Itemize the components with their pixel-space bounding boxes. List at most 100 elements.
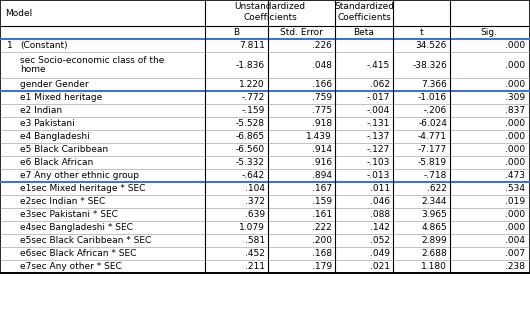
Text: 1.439: 1.439 — [306, 132, 332, 141]
Text: 3.965: 3.965 — [421, 210, 447, 219]
Text: Standardized
Coefficients: Standardized Coefficients — [334, 2, 394, 22]
Text: .200: .200 — [312, 236, 332, 245]
Text: -1.836: -1.836 — [236, 60, 265, 70]
Text: -1.016: -1.016 — [418, 93, 447, 102]
Text: Unstandardized
Coefficients: Unstandardized Coefficients — [234, 2, 306, 22]
Text: e6sec Black African * SEC: e6sec Black African * SEC — [20, 249, 136, 258]
Text: -4.771: -4.771 — [418, 132, 447, 141]
Text: .052: .052 — [370, 236, 390, 245]
Text: Model: Model — [5, 9, 32, 18]
Text: e7 Any other ethnic group: e7 Any other ethnic group — [20, 171, 139, 180]
Text: .000: .000 — [505, 80, 525, 89]
Text: gender Gender: gender Gender — [20, 80, 89, 89]
Text: 2.688: 2.688 — [421, 249, 447, 258]
Text: .179: .179 — [312, 262, 332, 271]
Text: 2.344: 2.344 — [421, 197, 447, 206]
Text: .000: .000 — [505, 158, 525, 167]
Text: e2 Indian: e2 Indian — [20, 106, 62, 115]
Text: .167: .167 — [312, 184, 332, 193]
Text: 2.899: 2.899 — [421, 236, 447, 245]
Text: e1sec Mixed heritage * SEC: e1sec Mixed heritage * SEC — [20, 184, 145, 193]
Text: 7.811: 7.811 — [239, 41, 265, 50]
Text: Beta: Beta — [354, 28, 374, 37]
Text: 1: 1 — [7, 41, 13, 50]
Text: .142: .142 — [370, 223, 390, 232]
Text: e5sec Black Caribbean * SEC: e5sec Black Caribbean * SEC — [20, 236, 151, 245]
Text: .238: .238 — [505, 262, 525, 271]
Text: .759: .759 — [312, 93, 332, 102]
Text: .222: .222 — [312, 223, 332, 232]
Text: 7.366: 7.366 — [421, 80, 447, 89]
Text: e3 Pakistani: e3 Pakistani — [20, 119, 75, 128]
Text: 1.220: 1.220 — [240, 80, 265, 89]
Text: -.103: -.103 — [367, 158, 390, 167]
Text: .000: .000 — [505, 132, 525, 141]
Text: .046: .046 — [370, 197, 390, 206]
Text: .372: .372 — [245, 197, 265, 206]
Text: .452: .452 — [245, 249, 265, 258]
Text: .168: .168 — [312, 249, 332, 258]
Text: .049: .049 — [370, 249, 390, 258]
Text: e2sec Indian * SEC: e2sec Indian * SEC — [20, 197, 105, 206]
Text: .581: .581 — [245, 236, 265, 245]
Text: .166: .166 — [312, 80, 332, 89]
Text: 34.526: 34.526 — [416, 41, 447, 50]
Text: .000: .000 — [505, 223, 525, 232]
Text: -.127: -.127 — [367, 145, 390, 154]
Text: 1.079: 1.079 — [239, 223, 265, 232]
Text: .161: .161 — [312, 210, 332, 219]
Text: .622: .622 — [427, 184, 447, 193]
Text: .019: .019 — [505, 197, 525, 206]
Text: .000: .000 — [505, 145, 525, 154]
Text: .000: .000 — [505, 41, 525, 50]
Text: .837: .837 — [505, 106, 525, 115]
Text: -.772: -.772 — [242, 93, 265, 102]
Text: .916: .916 — [312, 158, 332, 167]
Text: .088: .088 — [370, 210, 390, 219]
Text: e4 Bangladeshi: e4 Bangladeshi — [20, 132, 90, 141]
Text: e5 Black Caribbean: e5 Black Caribbean — [20, 145, 108, 154]
Text: sec Socio-economic class of the: sec Socio-economic class of the — [20, 56, 164, 65]
Text: -.206: -.206 — [424, 106, 447, 115]
Text: Std. Error: Std. Error — [280, 28, 323, 37]
Text: -38.326: -38.326 — [412, 60, 447, 70]
Text: -.137: -.137 — [367, 132, 390, 141]
Text: -7.177: -7.177 — [418, 145, 447, 154]
Text: e6 Black African: e6 Black African — [20, 158, 93, 167]
Text: .062: .062 — [370, 80, 390, 89]
Text: .011: .011 — [370, 184, 390, 193]
Text: .048: .048 — [312, 60, 332, 70]
Text: .000: .000 — [505, 210, 525, 219]
Text: -5.332: -5.332 — [236, 158, 265, 167]
Text: .000: .000 — [505, 60, 525, 70]
Text: .021: .021 — [370, 262, 390, 271]
Text: .639: .639 — [245, 210, 265, 219]
Text: -.004: -.004 — [367, 106, 390, 115]
Text: -.131: -.131 — [367, 119, 390, 128]
Text: -6.865: -6.865 — [236, 132, 265, 141]
Text: -.013: -.013 — [367, 171, 390, 180]
Text: -.642: -.642 — [242, 171, 265, 180]
Text: home: home — [20, 65, 46, 74]
Text: .007: .007 — [505, 249, 525, 258]
Text: .159: .159 — [312, 197, 332, 206]
Text: .000: .000 — [505, 119, 525, 128]
Text: .309: .309 — [505, 93, 525, 102]
Text: e3sec Pakistani * SEC: e3sec Pakistani * SEC — [20, 210, 118, 219]
Text: .918: .918 — [312, 119, 332, 128]
Text: .211: .211 — [245, 262, 265, 271]
Text: -.415: -.415 — [367, 60, 390, 70]
Text: .534: .534 — [505, 184, 525, 193]
Text: .473: .473 — [505, 171, 525, 180]
Text: .894: .894 — [312, 171, 332, 180]
Text: -5.528: -5.528 — [236, 119, 265, 128]
Text: e1 Mixed heritage: e1 Mixed heritage — [20, 93, 102, 102]
Text: .004: .004 — [505, 236, 525, 245]
Text: -.017: -.017 — [367, 93, 390, 102]
Text: -6.024: -6.024 — [418, 119, 447, 128]
Text: -5.819: -5.819 — [418, 158, 447, 167]
Text: e4sec Bangladeshi * SEC: e4sec Bangladeshi * SEC — [20, 223, 133, 232]
Text: -.159: -.159 — [242, 106, 265, 115]
Text: (Constant): (Constant) — [20, 41, 68, 50]
Text: -6.560: -6.560 — [236, 145, 265, 154]
